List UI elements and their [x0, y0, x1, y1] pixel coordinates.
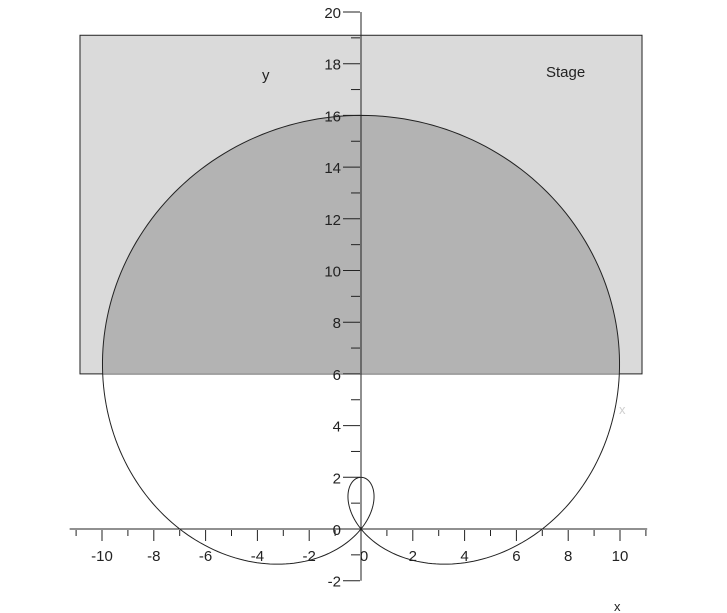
y-tick-label: 8: [333, 315, 341, 332]
y-tick-label: 12: [324, 212, 341, 229]
x-faint-label: x: [619, 402, 626, 417]
x-tick-label: 10: [612, 548, 629, 565]
y-tick-label: 4: [333, 419, 341, 436]
x-tick-label: -6: [199, 548, 212, 565]
y-tick-label: 0: [333, 522, 341, 539]
x-tick-label: 6: [512, 548, 520, 565]
x-tick-label: 0: [360, 548, 368, 565]
x-tick-label: -10: [91, 548, 113, 565]
y-tick-label: 10: [324, 264, 341, 281]
y-tick-label: 14: [324, 160, 341, 177]
x-tick-label: -8: [147, 548, 160, 565]
x-tick-label: -2: [303, 548, 316, 565]
y-tick-label: -2: [328, 574, 341, 591]
y-tick-label: 18: [324, 57, 341, 74]
y-axis-ticks: -2 0 2 4 6 8 10 12 14 16 18 20: [324, 5, 360, 591]
stage-label: Stage: [546, 64, 585, 81]
x-axis-ticks: -10 -8 -6 -4 -2 0 2 4 6 8 10: [75, 530, 647, 565]
y-tick-label: 6: [333, 367, 341, 384]
x-tick-label: -4: [251, 548, 264, 565]
y-tick-label: 20: [324, 5, 341, 22]
x-tick-label: 4: [460, 548, 468, 565]
x-tick-label: 8: [564, 548, 572, 565]
y-tick-label: 16: [324, 108, 341, 125]
x-tick-label: 2: [409, 548, 417, 565]
axes: -10 -8 -6 -4 -2 0 2 4 6 8 10 -2 0 2 4 6 8 10 12 14 16 18 20: [69, 5, 648, 591]
y-tick-label: 2: [333, 470, 341, 487]
y-axis-label: y: [262, 67, 270, 84]
x-axis-label: x: [614, 599, 621, 613]
